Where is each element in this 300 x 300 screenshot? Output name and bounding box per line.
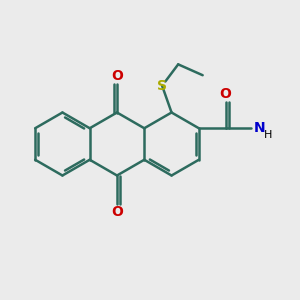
Text: O: O bbox=[220, 87, 232, 101]
Text: H: H bbox=[264, 130, 272, 140]
Text: S: S bbox=[157, 79, 167, 93]
Text: N: N bbox=[254, 121, 266, 135]
Text: O: O bbox=[111, 69, 123, 82]
Text: O: O bbox=[111, 205, 123, 219]
